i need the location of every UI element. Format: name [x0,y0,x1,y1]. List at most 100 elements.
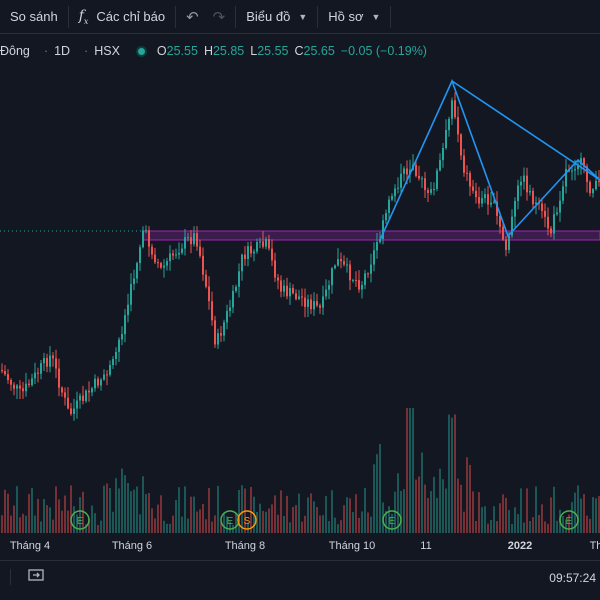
candle-body [232,291,234,308]
volume-bar [424,484,426,533]
candle-body [166,261,168,266]
candle-body [487,194,489,205]
candle-body [427,190,429,193]
event-marker-circle [382,510,402,530]
head-and-shoulders-pattern-line[interactable] [379,78,600,241]
volume-bar [85,524,87,533]
volume-bar [172,515,174,533]
volume-bar [34,515,36,533]
volume-bar [550,497,552,533]
volume-bar [157,504,159,533]
candle-body [253,251,255,254]
candle-body [142,230,144,248]
earnings-event-marker[interactable]: E [220,510,240,530]
split-event-marker[interactable]: S [237,510,257,530]
volume-bar [472,491,474,533]
candle-body [529,190,531,193]
chart-type-dropdown[interactable]: Biểu đồ ▼ [236,0,317,34]
indicators-button[interactable]: fx Các chỉ báo [69,0,175,34]
volume-bar [184,486,186,533]
candle-body [244,254,246,259]
volume-bar [31,488,33,533]
volume-bar [73,506,75,533]
earnings-event-marker[interactable]: E [70,510,90,530]
volume-bar [112,511,114,533]
volume-bar [124,475,126,533]
candle-body [139,247,141,264]
volume-bar [490,520,492,533]
toolbar-divider [67,5,69,28]
volume-bar [76,514,78,533]
volume-bar [583,494,585,533]
volume-bar [67,510,69,533]
candle-body [430,189,432,193]
candle-body [559,200,561,213]
open-value: 25.55 [166,44,198,58]
candle-body [22,388,24,392]
support-zone-rectangle[interactable] [142,230,600,241]
interval-label[interactable]: 1D [54,44,71,58]
volume-bar [307,497,309,533]
candle-body [550,228,552,234]
candle-body [436,170,438,189]
volume-bar [145,494,147,533]
candle-body [97,378,99,386]
candle-body [484,194,486,199]
replay-icon[interactable] [28,569,44,583]
volume-bar [205,519,207,533]
chevron-down-icon: ▼ [371,11,381,22]
volume-bar [325,496,327,533]
volume-bar [88,519,90,533]
volume-bar [340,520,342,533]
candle-body [583,158,585,167]
high-label: H [203,44,213,58]
earnings-event-marker[interactable]: E [559,510,579,530]
volume-bar [376,454,378,533]
candle-body [478,197,480,204]
candle-body [325,289,327,297]
volume-bar [274,495,276,533]
symbol-name[interactable]: Đông [0,44,30,58]
volume-bar [118,488,120,533]
candle-body [319,305,321,308]
candle-body [268,239,270,249]
volume-bar [571,502,573,533]
earnings-event-marker[interactable]: E [382,510,402,530]
volume-bar [589,518,591,533]
volume-bar [160,495,162,533]
candle-body [40,363,42,374]
pattern-line-right-shoulder[interactable] [451,80,600,181]
candle-body [133,278,135,284]
time-axis-label-year: 2022 [507,540,533,552]
candle-body [355,279,357,281]
candle-body [73,408,75,414]
time-axis[interactable]: Tháng 4 Tháng 6 Tháng 8 Tháng 10 11 2022… [0,536,600,558]
bottom-bar: 09:57:24 [0,560,600,600]
candle-body [163,265,165,268]
volume-bar [22,513,24,533]
close-label: C [294,44,304,58]
volume-bar [358,518,360,533]
volume-bar [106,483,108,533]
event-marker-label: E [227,516,234,527]
candle-body [328,285,330,290]
redo-icon[interactable]: ↷ [212,8,226,26]
volume-bar [517,514,519,533]
undo-icon[interactable]: ↶ [186,8,199,26]
candle-body [463,155,465,173]
candle-body [598,180,600,182]
profile-dropdown[interactable]: Hồ sơ ▼ [318,0,390,34]
volume-bar [55,486,57,533]
candle-body [13,384,15,389]
volume-bar [364,488,366,533]
compare-button[interactable]: So sánh [0,0,68,34]
candle-body [352,279,354,281]
volume-bar [400,490,402,533]
candle-body [112,359,114,365]
volume-bar [502,494,504,533]
candle-body [316,301,318,306]
candle-body [298,296,300,300]
volume-bar [271,504,273,533]
candle-body [391,196,393,200]
